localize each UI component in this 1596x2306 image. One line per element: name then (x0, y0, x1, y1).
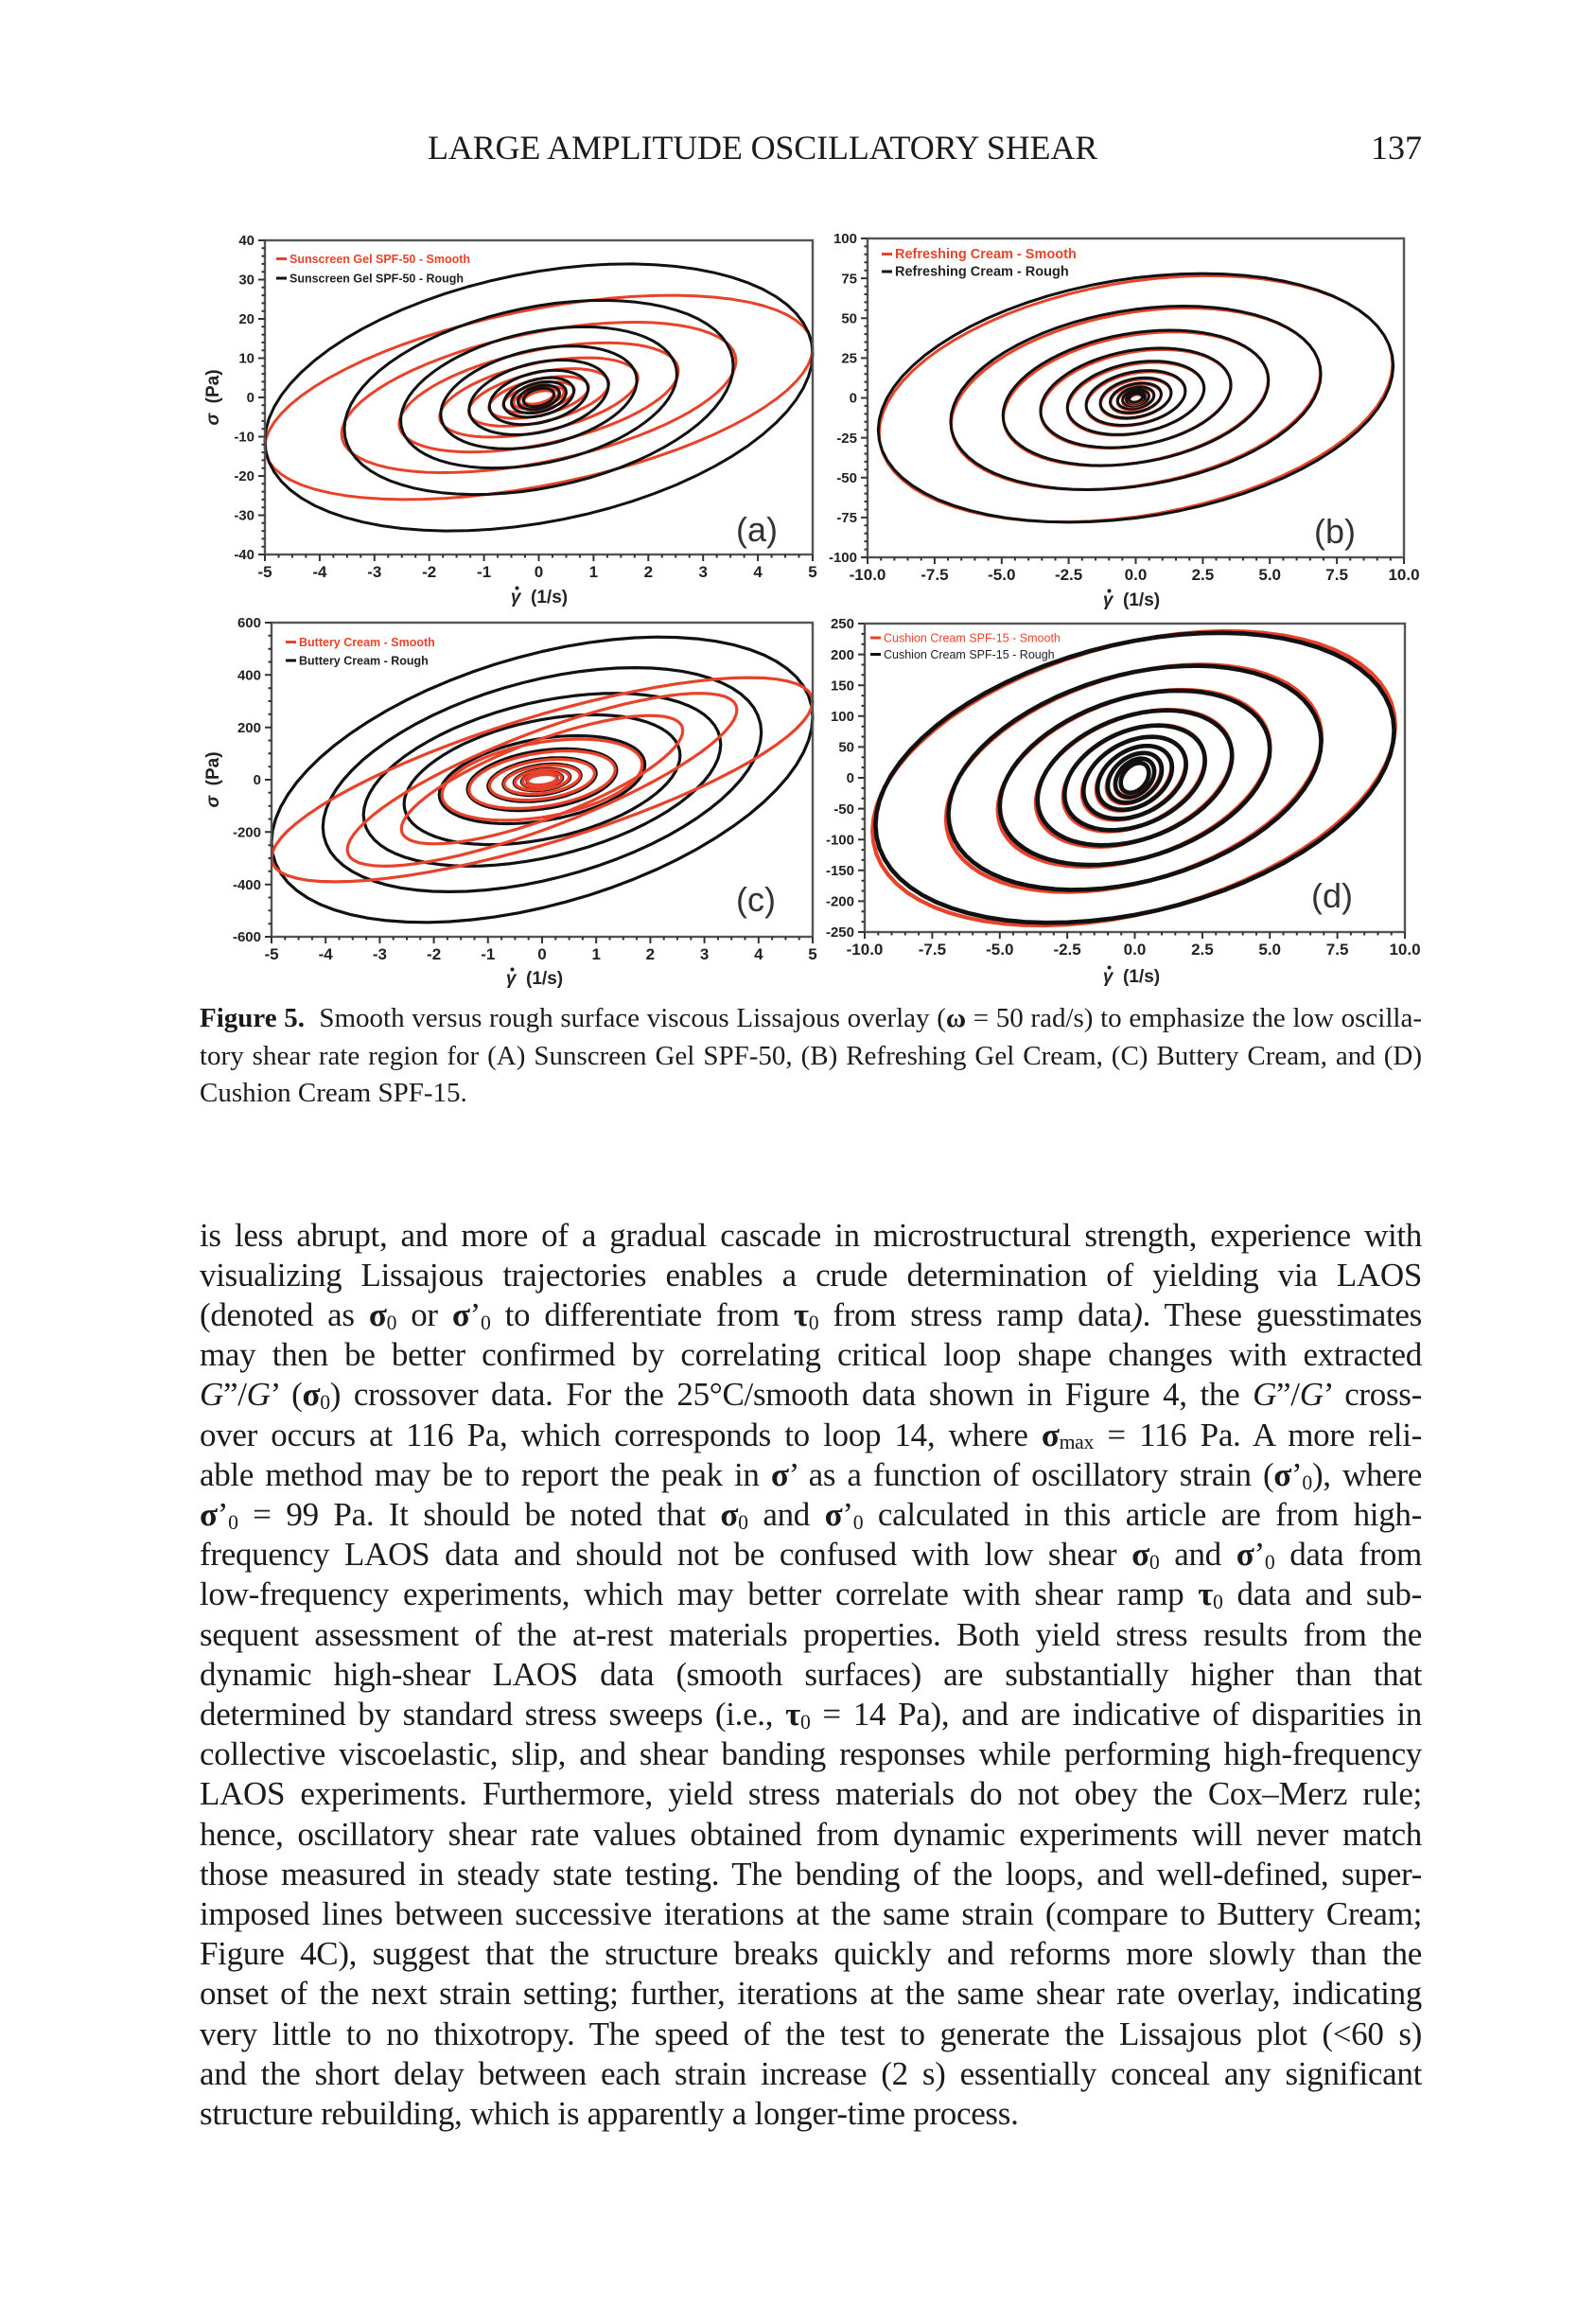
svg-text:10.0: 10.0 (1388, 566, 1419, 584)
svg-text:(a): (a) (736, 510, 778, 549)
svg-text:20: 20 (238, 311, 254, 327)
svg-text:3: 3 (700, 945, 709, 963)
svg-text:-20: -20 (234, 468, 254, 484)
svg-text:30: 30 (238, 273, 254, 289)
svg-text:1: 1 (591, 945, 600, 963)
svg-text:1: 1 (589, 563, 598, 581)
svg-text:5.0: 5.0 (1258, 941, 1281, 959)
svg-text:-2.5: -2.5 (1055, 566, 1082, 584)
svg-text:-2.5: -2.5 (1053, 941, 1080, 959)
svg-text:(c): (c) (736, 880, 776, 919)
svg-text:150: 150 (831, 678, 854, 694)
svg-text:-50: -50 (833, 801, 854, 818)
svg-text:0.0: 0.0 (1124, 941, 1147, 959)
svg-text:-25: -25 (836, 431, 857, 447)
svg-text:-7.5: -7.5 (921, 566, 948, 584)
svg-text:(b): (b) (1314, 512, 1356, 551)
svg-text:40: 40 (238, 233, 254, 249)
svg-text:-5: -5 (264, 945, 278, 963)
svg-text:100: 100 (833, 231, 857, 247)
svg-text:γ (1/s): γ (1/s) (1103, 967, 1160, 987)
svg-text:-2: -2 (422, 563, 436, 581)
svg-text:-3: -3 (367, 563, 381, 581)
svg-text:3: 3 (698, 563, 707, 581)
svg-text:Sunscreen Gel SPF-50 - Rough: Sunscreen Gel SPF-50 - Rough (289, 273, 464, 286)
svg-text:100: 100 (831, 709, 854, 725)
svg-text:-10.0: -10.0 (847, 941, 884, 959)
svg-text:(d): (d) (1311, 876, 1353, 915)
svg-text:5: 5 (808, 563, 816, 581)
svg-text:Cushion Cream SPF-15 - Smooth: Cushion Cream SPF-15 - Smooth (884, 632, 1061, 645)
svg-text:-10: -10 (234, 430, 254, 446)
svg-text:2: 2 (644, 563, 653, 581)
svg-text:400: 400 (237, 668, 261, 684)
svg-text:-1: -1 (481, 945, 495, 963)
svg-text:-5.0: -5.0 (988, 566, 1015, 584)
svg-text:-100: -100 (829, 550, 857, 566)
svg-text:-1: -1 (477, 563, 491, 581)
svg-text:2.5: 2.5 (1191, 941, 1214, 959)
svg-text:σ (Pa): σ (Pa) (203, 369, 223, 425)
svg-text:-75: -75 (836, 510, 857, 526)
svg-text:-4: -4 (312, 563, 327, 581)
svg-text:-40: -40 (234, 547, 254, 563)
svg-text:-600: -600 (233, 929, 261, 945)
svg-text:-250: -250 (826, 924, 854, 941)
svg-text:Sunscreen Gel SPF-50 - Smooth: Sunscreen Gel SPF-50 - Smooth (289, 253, 470, 266)
svg-text:2: 2 (646, 945, 655, 963)
svg-text:-50: -50 (836, 470, 857, 486)
svg-text:Buttery Cream - Rough: Buttery Cream - Rough (299, 655, 429, 668)
svg-text:7.5: 7.5 (1326, 941, 1349, 959)
svg-text:0: 0 (537, 945, 546, 963)
svg-text:0: 0 (847, 770, 854, 786)
svg-text:10: 10 (238, 351, 254, 367)
svg-text:0: 0 (254, 772, 261, 788)
svg-text:Refreshing Cream - Smooth: Refreshing Cream - Smooth (895, 247, 1077, 262)
svg-text:-150: -150 (826, 863, 854, 879)
svg-text:25: 25 (841, 351, 857, 367)
svg-text:-200: -200 (826, 894, 854, 910)
svg-text:Refreshing Cream - Rough: Refreshing Cream - Rough (895, 265, 1069, 280)
svg-text:γ (1/s): γ (1/s) (511, 588, 568, 607)
svg-text:4: 4 (753, 563, 763, 581)
svg-text:γ (1/s): γ (1/s) (506, 969, 563, 989)
svg-text:5: 5 (808, 945, 816, 963)
svg-text:-2: -2 (427, 945, 441, 963)
svg-text:-200: -200 (233, 825, 261, 841)
svg-text:2.5: 2.5 (1192, 566, 1215, 584)
svg-text:σ (Pa): σ (Pa) (203, 751, 223, 807)
svg-text:75: 75 (841, 271, 857, 287)
svg-text:-5.0: -5.0 (986, 941, 1013, 959)
svg-text:250: 250 (831, 616, 854, 632)
svg-text:0.0: 0.0 (1125, 566, 1148, 584)
svg-text:600: 600 (237, 615, 261, 631)
svg-text:0: 0 (247, 390, 254, 406)
svg-text:5.0: 5.0 (1258, 566, 1281, 584)
svg-text:-4: -4 (319, 945, 334, 963)
svg-text:-10.0: -10.0 (850, 566, 886, 584)
svg-text:-100: -100 (826, 832, 854, 848)
svg-text:-400: -400 (233, 877, 261, 893)
svg-text:-3: -3 (373, 945, 387, 963)
svg-text:200: 200 (237, 720, 261, 736)
svg-text:50: 50 (838, 740, 854, 756)
svg-text:10.0: 10.0 (1389, 941, 1420, 959)
svg-text:7.5: 7.5 (1325, 566, 1348, 584)
svg-text:γ (1/s): γ (1/s) (1103, 590, 1160, 610)
svg-text:Buttery Cream - Smooth: Buttery Cream - Smooth (299, 636, 435, 649)
svg-text:-7.5: -7.5 (919, 941, 946, 959)
svg-text:Cushion Cream SPF-15 - Rough: Cushion Cream SPF-15 - Rough (884, 648, 1055, 661)
svg-text:0: 0 (535, 563, 543, 581)
svg-text:200: 200 (831, 647, 854, 663)
svg-text:0: 0 (850, 391, 857, 407)
svg-text:50: 50 (841, 310, 857, 326)
svg-text:4: 4 (754, 945, 763, 963)
svg-text:-30: -30 (234, 508, 254, 524)
svg-text:-5: -5 (257, 563, 272, 581)
